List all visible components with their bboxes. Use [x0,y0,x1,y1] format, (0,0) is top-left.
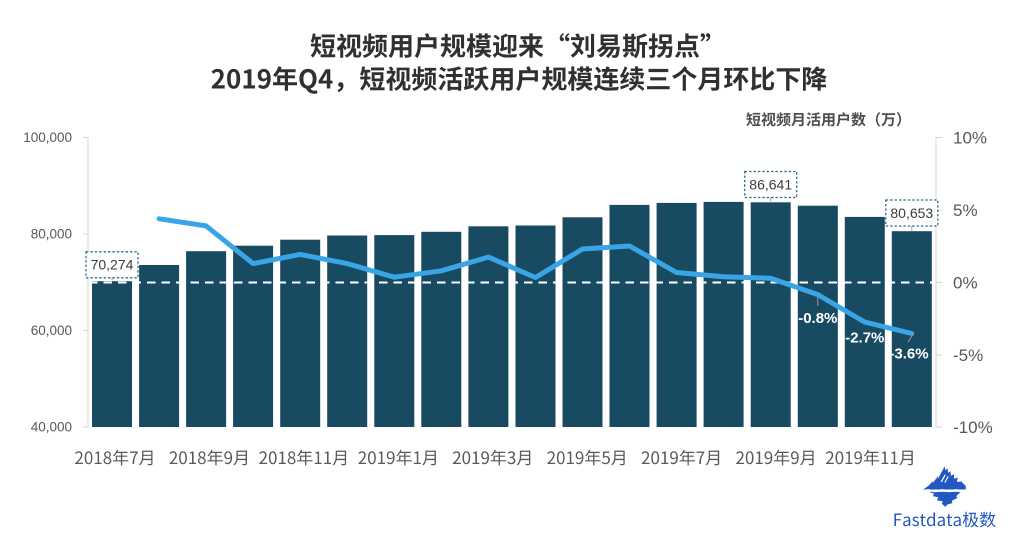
svg-text:-5%: -5% [953,346,983,365]
svg-text:-2.7%: -2.7% [845,329,884,346]
svg-text:0%: 0% [953,273,978,292]
svg-text:10%: 10% [953,128,987,147]
svg-text:70,274: 70,274 [91,257,134,273]
svg-text:-0.8%: -0.8% [798,310,837,327]
svg-text:80,000: 80,000 [31,227,72,242]
svg-text:-3.6%: -3.6% [889,345,928,362]
svg-text:-10%: -10% [953,418,993,437]
svg-text:86,641: 86,641 [749,176,792,192]
svg-text:40,000: 40,000 [31,420,72,435]
svg-text:80,653: 80,653 [890,205,933,221]
svg-text:100,000: 100,000 [23,130,72,145]
svg-text:5%: 5% [953,201,978,220]
svg-text:60,000: 60,000 [31,323,72,338]
